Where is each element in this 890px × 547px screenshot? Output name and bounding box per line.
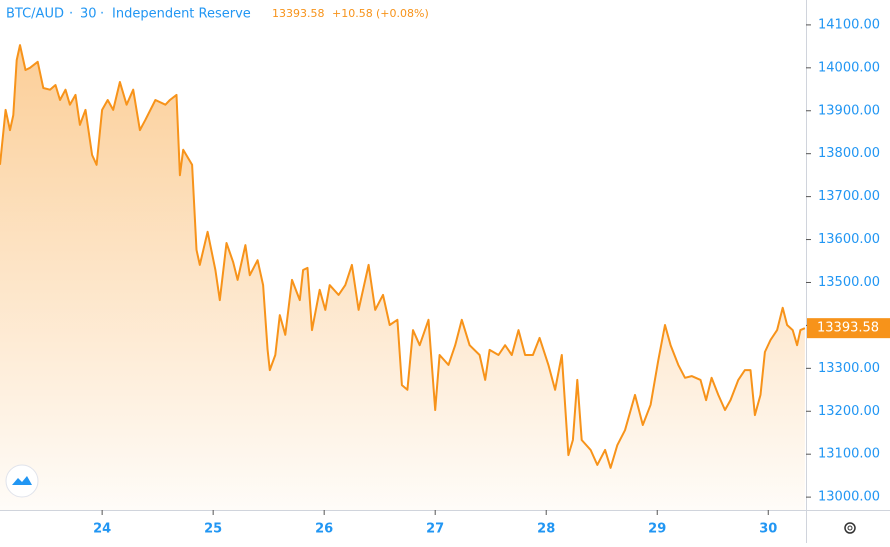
logo[interactable] — [5, 464, 39, 498]
separator: · — [69, 7, 73, 22]
change-percent: (+0.08%) — [376, 7, 429, 20]
y-tick-label: 14000.00 — [818, 60, 880, 75]
y-tick-label: 13500.00 — [818, 275, 880, 290]
separator: · — [100, 7, 104, 22]
x-tick-label: 29 — [648, 522, 666, 537]
symbol: BTC/AUD — [6, 7, 64, 22]
area-fill — [0, 45, 805, 510]
x-tick-label: 28 — [537, 522, 555, 537]
plot-area — [0, 44, 806, 510]
exchange: Independent Reserve — [112, 7, 251, 22]
y-tick-label: 13900.00 — [818, 103, 880, 118]
header: BTC/AUD · 30 · Independent Reserve 13393… — [6, 7, 429, 22]
price-tag — [807, 318, 890, 339]
axes: 13000.0013100.0013200.0013300.0013400.00… — [93, 17, 890, 537]
last-price: 13393.58 — [272, 7, 325, 20]
y-tick-label: 13300.00 — [818, 361, 880, 376]
y-tick-label: 13200.00 — [818, 404, 880, 419]
x-tick-label: 26 — [315, 522, 333, 537]
y-tick-label: 13800.00 — [818, 146, 880, 161]
x-tick-label: 27 — [426, 522, 444, 537]
x-tick-label: 25 — [204, 522, 222, 537]
price-line — [0, 44, 806, 469]
y-tick-label: 13100.00 — [818, 447, 880, 462]
x-tick-label: 30 — [759, 522, 777, 537]
settings-icon[interactable] — [844, 522, 856, 534]
x-tick-label: 24 — [93, 522, 111, 537]
price-tag-label: 13393.58 — [817, 321, 879, 336]
y-tick-label: 13700.00 — [818, 189, 880, 204]
y-tick-label: 14100.00 — [818, 17, 880, 32]
change: +10.58 — [332, 7, 373, 20]
interval: 30 — [80, 7, 97, 22]
y-tick-label: 13000.00 — [818, 490, 880, 505]
y-tick-label: 13600.00 — [818, 232, 880, 247]
